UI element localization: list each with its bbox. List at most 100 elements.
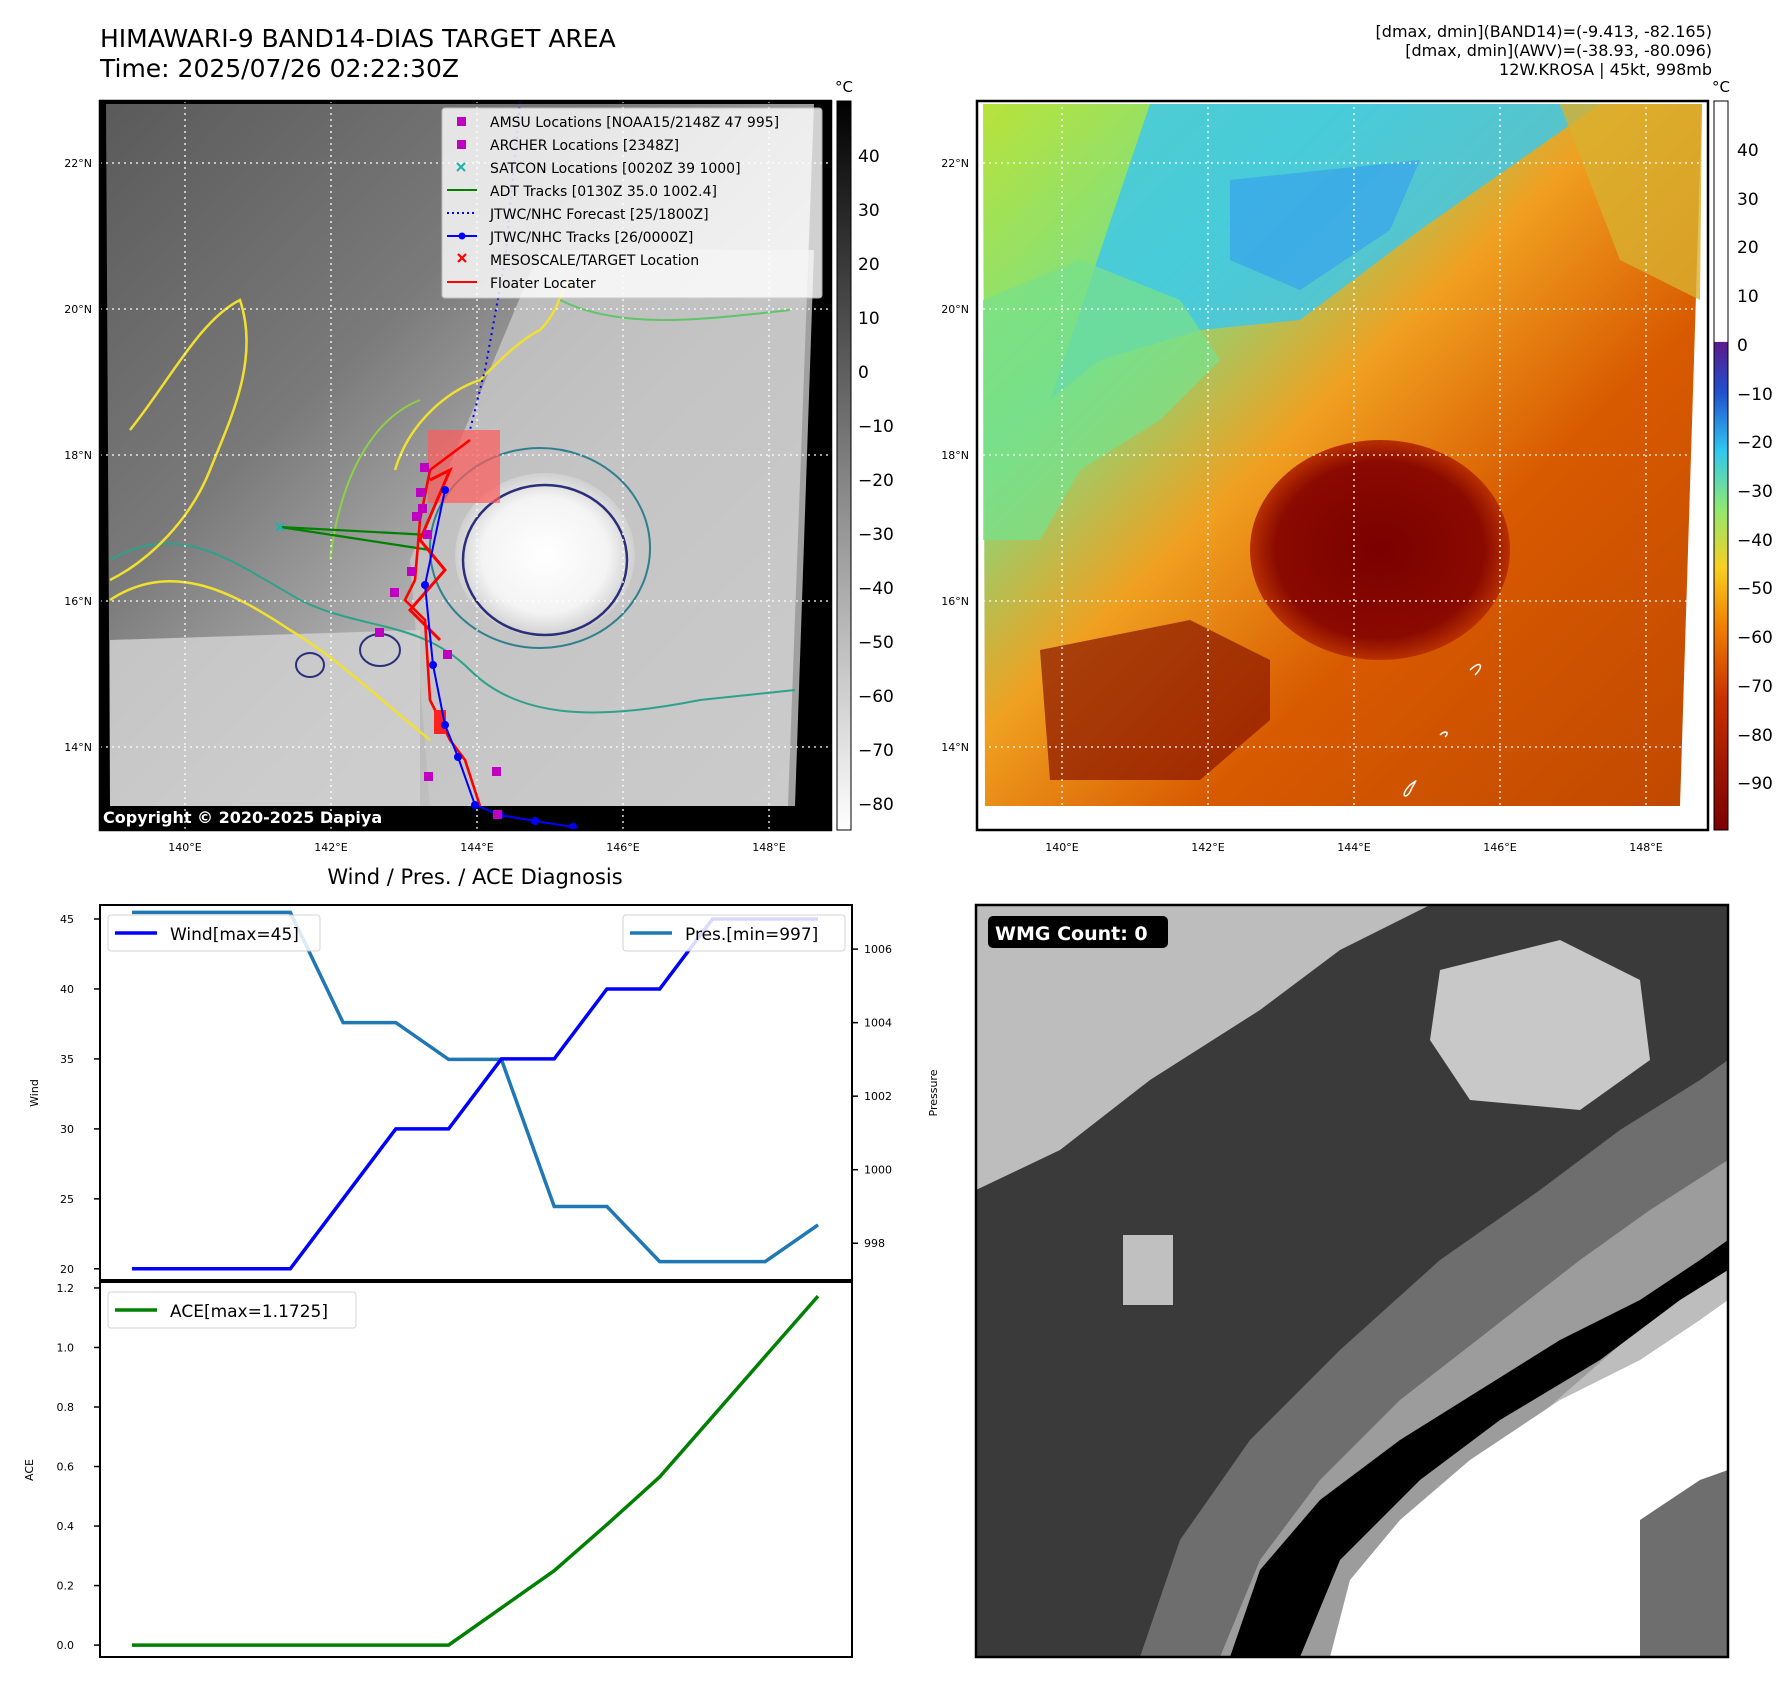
contour-inner [461,483,629,637]
pressure-axis-label: Pressure [927,1069,940,1116]
awv-dry-core [1230,160,1420,290]
legend-forecast-label: JTWC/NHC Forecast [25/1800Z] [489,207,709,223]
ir-map-frame [98,99,833,832]
awv-cbar-tick: −30 [1737,482,1773,502]
awv-lon-tick: 148°E [1629,841,1662,854]
wind-axis-label: Wind [28,1079,41,1107]
awv-lat-tick: 20°N [941,303,969,316]
awv-cbar-tick: −50 [1737,579,1773,599]
satcon-marker [275,522,285,532]
adt-track-2 [279,525,431,537]
ir-cbar-tick: −50 [858,633,894,653]
ir-colorbar-unit: °C [835,78,853,96]
ace-tick-label: 0.8 [57,1401,75,1414]
pressure-ticks: 998 1000 1002 1004 1006 [852,943,892,1250]
ace-tick-label: 0.6 [57,1461,75,1474]
ir-lat-tick: 20°N [64,303,92,316]
ace-series-line [132,1294,820,1647]
ace-legend-label: ACE[max=1.1725] [170,1302,328,1322]
contour-yellow-west [109,298,248,582]
legend-satcon-label: SATCON Locations [0020Z 39 1000] [490,161,741,177]
title-line-2: Time: 2025/07/26 02:22:30Z [100,54,459,83]
pressure-legend-label: Pres.[min=997] [685,925,818,945]
awv-lon-tick: 144°E [1337,841,1370,854]
ir-cbar-tick: 30 [858,201,880,221]
ir-lon-tick: 140°E [168,841,201,854]
legend-floater-label: Floater Locater [490,276,596,292]
copyright-text: Copyright © 2020-2025 Dapiya [103,808,382,827]
wind-legend-label: Wind[max=45] [170,925,299,945]
contour-yellow-band [393,279,571,471]
legend-amsu-label: AMSU Locations [NOAA15/2148Z 47 995] [490,115,779,131]
ir-cbar-tick: 0 [858,363,869,383]
wmg-badge-text: WMG Count: 0 [995,923,1148,945]
awv-colorbar-ticks: 40 30 20 10 0 −10 −20 −30 −40 −50 −60 −7… [1737,141,1773,794]
pressure-series-line [132,910,819,1264]
ace-ticks: 0.0 0.2 0.4 0.6 0.8 1.0 1.2 [57,1282,100,1652]
awv-island-outlines [1403,663,1482,797]
ace-frame [99,1281,853,1658]
awv-lat-tick: 14°N [941,741,969,754]
awv-map [977,101,1708,830]
amsu-markers [375,463,502,819]
awv-cbar-tick: 0 [1737,336,1748,356]
legend-target-label: MESOSCALE/TARGET Location [490,253,699,269]
wmg-black-band [1230,1240,1728,1657]
contour-small-2 [295,652,325,678]
wind-tick-label: 20 [60,1263,74,1276]
awv-lat-tick: 22°N [941,157,969,170]
wmg-frame [974,903,1730,1659]
ace-tick-label: 0.2 [57,1580,75,1593]
legend-archer-icon [457,140,466,149]
awv-cbar-tick: 10 [1737,287,1759,307]
awv-cbar-tick: −60 [1737,628,1773,648]
figure-title: HIMAWARI-9 BAND14-DIAS TARGET AREA Time:… [100,24,616,84]
wmg-light-patch-2 [1123,1235,1173,1305]
wmg-mid-band [1140,1060,1728,1657]
ir-cbar-tick: −10 [858,417,894,437]
wind-pressure-chart: Wind Pressure 20 25 30 35 40 45 998 1000 1002 10… [28,904,940,1281]
ir-lon-tick: 142°E [314,841,347,854]
ir-cbar-tick: −70 [858,741,894,761]
wind-tick-label: 35 [60,1053,74,1066]
floater-path-2 [407,466,453,642]
ir-cbar-tick: −80 [858,795,894,815]
awv-cbar-tick: −40 [1737,531,1773,551]
legend-target-icon [457,253,467,263]
ir-lon-tick: 148°E [752,841,785,854]
ir-colorbar: °C 40 30 20 10 0 −10 −20 −30 −40 −50 −60… [835,78,894,831]
ir-cbar-tick: −30 [858,525,894,545]
ir-lat-ticks: 22°N 20°N 18°N 16°N 14°N [64,157,92,754]
legend-satcon-icon [456,162,466,172]
awv-colorbar-unit: °C [1712,78,1730,96]
ir-colorbar-ticks: 40 30 20 10 0 −10 −20 −30 −40 −50 −60 −7… [858,147,894,815]
pressure-tick-label: 1006 [864,943,892,956]
awv-lat-tick: 16°N [941,595,969,608]
awv-cold-cloud-south [1040,620,1270,780]
contour-green-north [559,299,791,321]
ir-storm-core [455,473,635,637]
awv-cbar-tick: −70 [1737,677,1773,697]
awv-lat-tick: 18°N [941,449,969,462]
pressure-tick-label: 1002 [864,1090,892,1103]
stats-line-3: 12W.KROSA | 45kt, 998mb [1499,60,1712,79]
ir-lon-tick: 144°E [460,841,493,854]
pressure-tick-label: 1000 [864,1164,892,1177]
ir-legend-box [441,107,823,299]
ir-lon-tick: 146°E [606,841,639,854]
wind-tick-label: 30 [60,1123,74,1136]
wind-tick-label: 25 [60,1193,74,1206]
contour-lightgreen [329,399,421,561]
awv-map-frame [975,99,1710,832]
ir-lat-tick: 22°N [64,157,92,170]
awv-moist-band [983,260,1220,540]
ir-cbar-tick: −60 [858,687,894,707]
ace-chart: ACE 0.0 0.2 0.4 0.6 0.8 1.0 1.2 ACE[max=1.1725… [23,1281,853,1658]
pressure-legend-box [622,914,846,952]
awv-ne-region [1560,104,1702,300]
awv-gridlines [977,101,1708,830]
pressure-tick-label: 998 [864,1237,885,1250]
ace-axis-label: ACE [23,1459,36,1481]
floater-box [428,430,500,503]
ace-tick-label: 0.0 [57,1639,75,1652]
